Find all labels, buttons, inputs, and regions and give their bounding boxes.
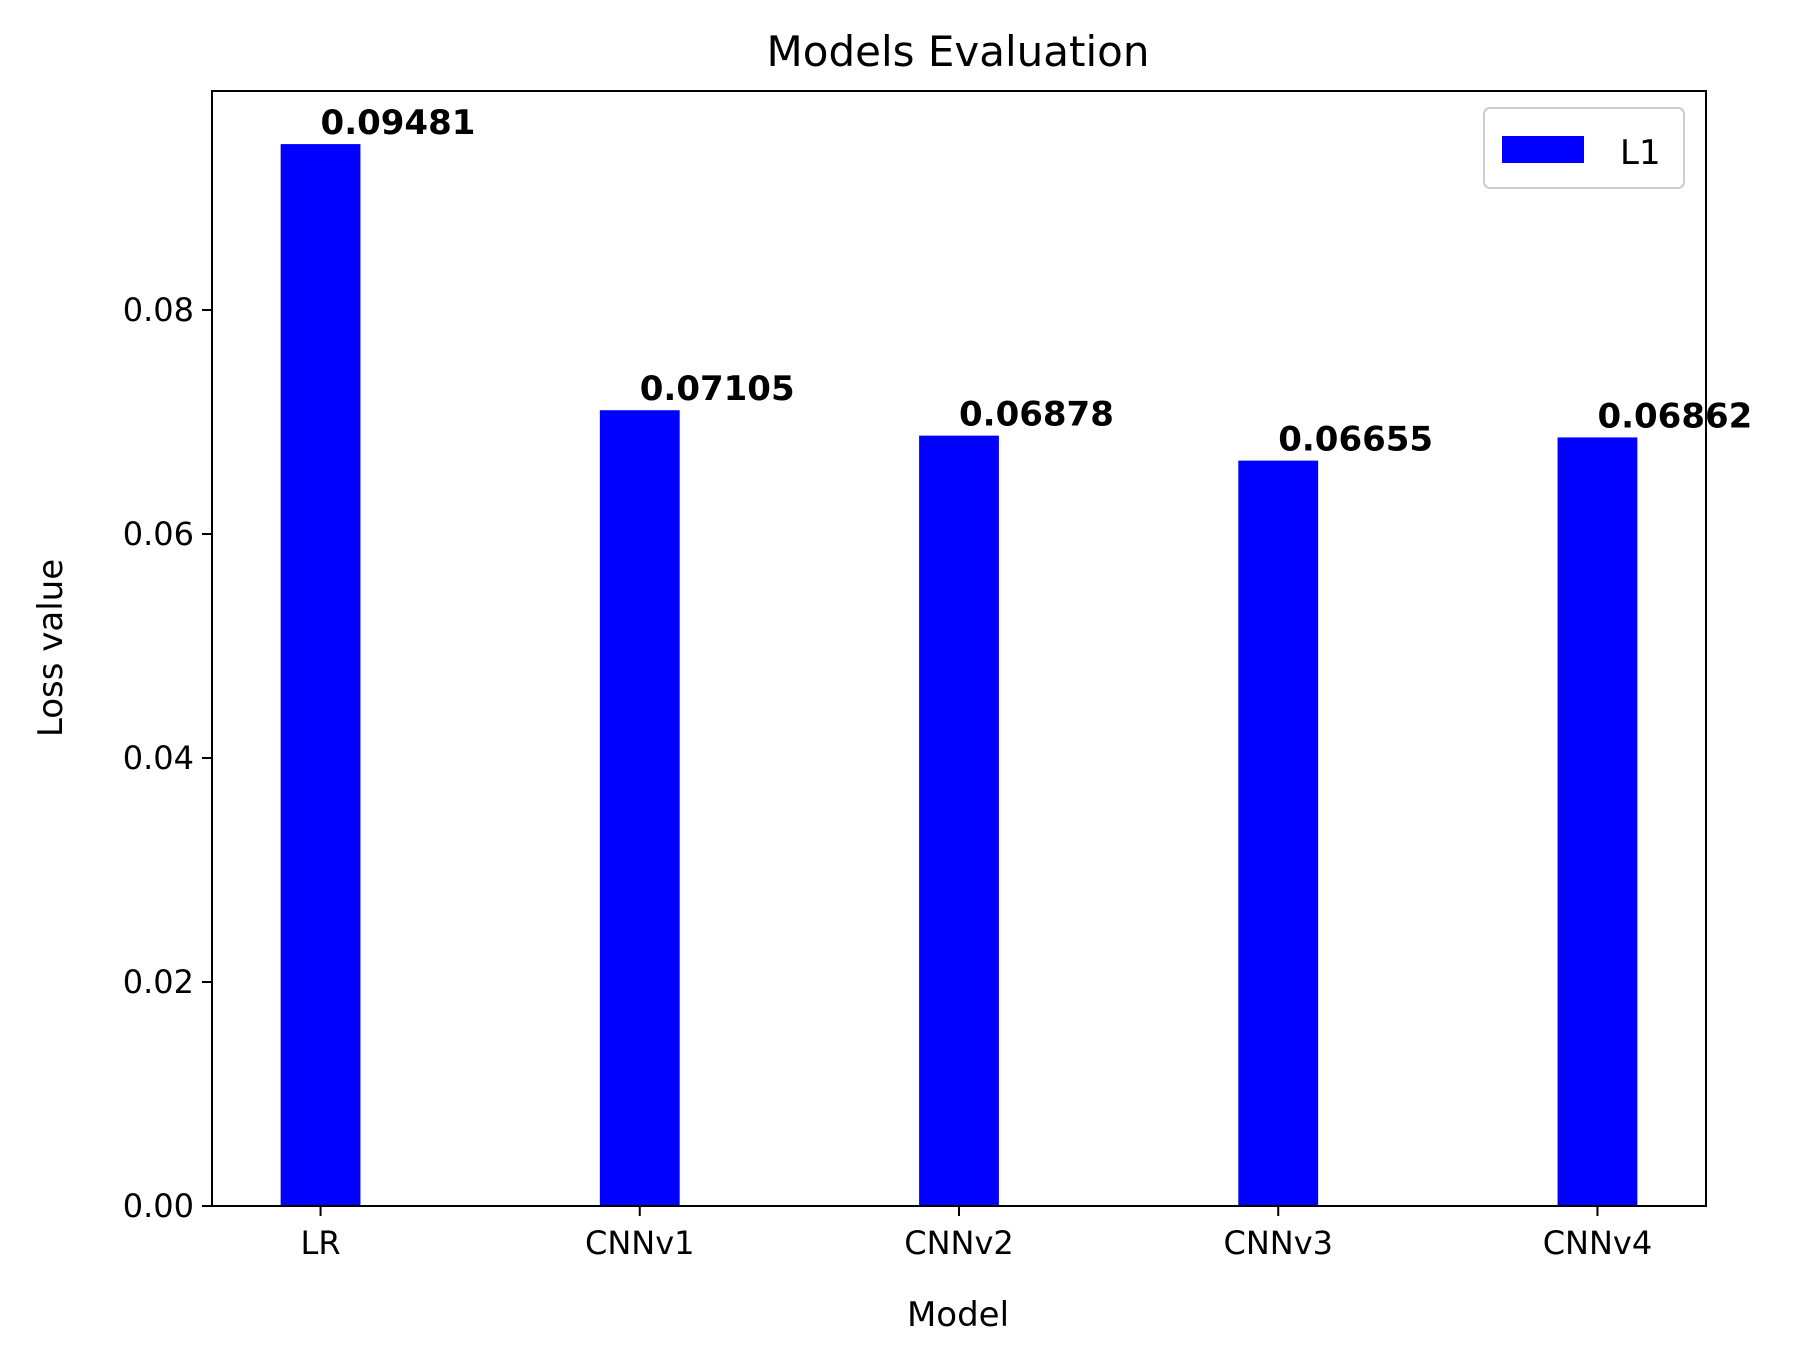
y-tick-label: 0.02: [123, 963, 194, 1001]
legend: L1: [1483, 107, 1685, 189]
x-tick-label-lr: LR: [301, 1224, 341, 1262]
bar-cnnv2: [919, 435, 999, 1206]
data-label-cnnv4: 0.06862: [1597, 396, 1752, 436]
chart-title: Models Evaluation: [767, 27, 1150, 76]
x-tick-label-cnnv1: CNNv1: [585, 1224, 695, 1262]
x-axis: LR CNNv1 CNNv2 CNNv3 CNNv4: [301, 1206, 1653, 1262]
bar-cnnv3: [1238, 460, 1319, 1206]
x-tick-label-cnnv3: CNNv3: [1223, 1224, 1333, 1262]
y-tick-label: 0.04: [123, 739, 194, 777]
x-tick-label-cnnv2: CNNv2: [904, 1224, 1014, 1262]
data-label-cnnv1: 0.07105: [640, 369, 795, 409]
legend-swatch-l1: [1502, 136, 1584, 163]
y-tick-label: 0.08: [123, 291, 194, 329]
x-tick-label-cnnv4: CNNv4: [1543, 1224, 1653, 1262]
data-label-cnnv3: 0.06655: [1278, 420, 1433, 460]
data-label-lr: 0.09481: [321, 103, 476, 143]
bar-lr: [280, 144, 361, 1207]
legend-label-l1: L1: [1620, 133, 1661, 173]
bar-cnnv4: [1557, 437, 1638, 1206]
y-tick-label: 0.06: [123, 515, 194, 553]
bar-cnnv1: [599, 410, 680, 1207]
data-label-cnnv2: 0.06878: [959, 395, 1114, 435]
y-tick-label: 0.00: [123, 1187, 194, 1225]
x-axis-label: Model: [907, 1295, 1009, 1335]
y-axis-label: Loss value: [31, 559, 71, 737]
y-axis: 0.00 0.02 0.04 0.06 0.08: [123, 291, 212, 1225]
